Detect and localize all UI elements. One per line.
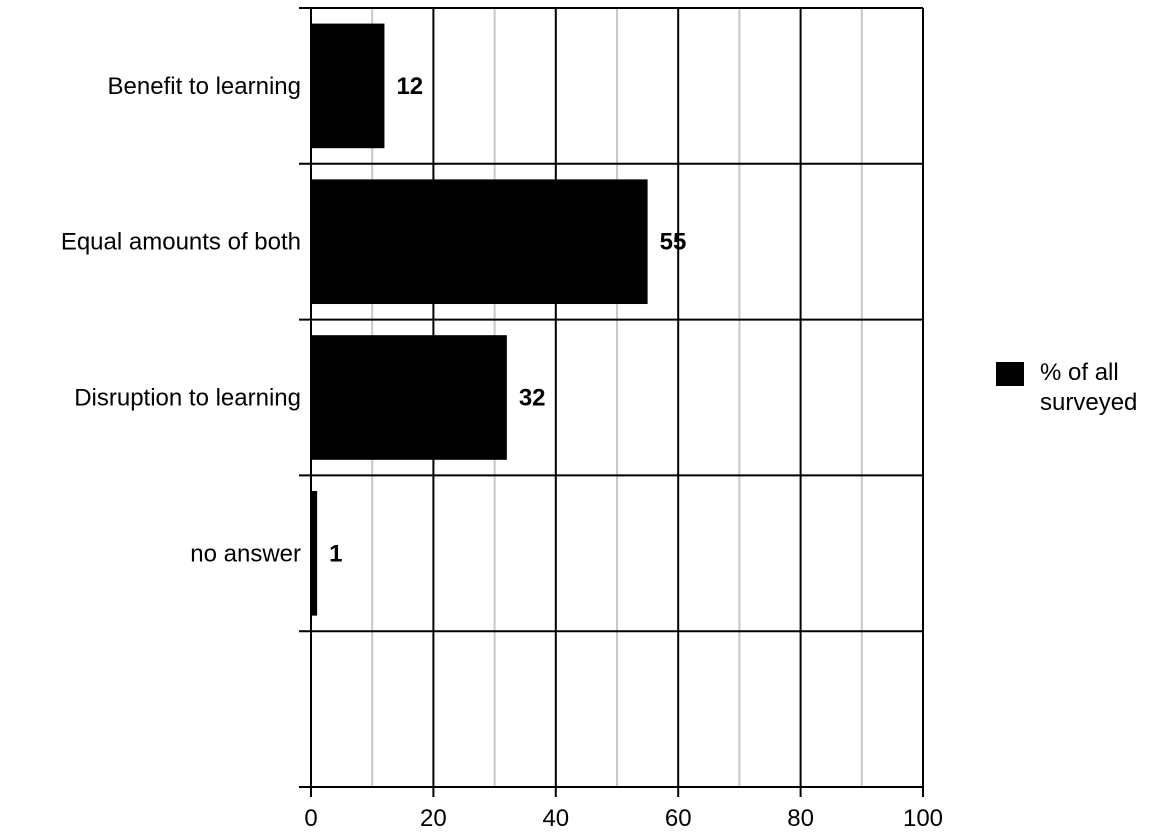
legend-label-line-2: surveyed bbox=[1040, 389, 1137, 416]
x-tick-label: 40 bbox=[542, 805, 569, 832]
minor-gridlines bbox=[371, 8, 863, 787]
axes bbox=[310, 8, 924, 797]
bars bbox=[311, 23, 648, 616]
category-label: Benefit to learning bbox=[108, 73, 301, 100]
category-label: no answer bbox=[190, 540, 301, 567]
category-label: Disruption to learning bbox=[74, 385, 301, 412]
x-tick-label: 60 bbox=[665, 805, 692, 832]
value-label: 12 bbox=[396, 73, 423, 100]
legend-label-line-1: % of all bbox=[1040, 359, 1119, 386]
x-tick-label: 80 bbox=[787, 805, 814, 832]
value-label: 32 bbox=[519, 385, 546, 412]
category-label: Equal amounts of both bbox=[61, 229, 301, 256]
x-tick-labels: 0 20 40 60 80 100 bbox=[304, 805, 943, 832]
x-tick-label: 20 bbox=[420, 805, 447, 832]
value-label: 55 bbox=[660, 229, 687, 256]
value-labels: 12 55 32 1 bbox=[329, 73, 686, 567]
bar bbox=[311, 490, 318, 616]
x-tick-label: 0 bbox=[304, 805, 317, 832]
bar bbox=[311, 179, 648, 305]
value-label: 1 bbox=[329, 540, 342, 567]
x-tick-label: 100 bbox=[903, 805, 943, 832]
legend: % of all surveyed bbox=[996, 359, 1137, 416]
category-labels: Benefit to learning Equal amounts of both… bbox=[61, 73, 301, 567]
bar bbox=[311, 23, 385, 149]
bar bbox=[311, 335, 507, 460]
legend-swatch bbox=[996, 362, 1024, 386]
